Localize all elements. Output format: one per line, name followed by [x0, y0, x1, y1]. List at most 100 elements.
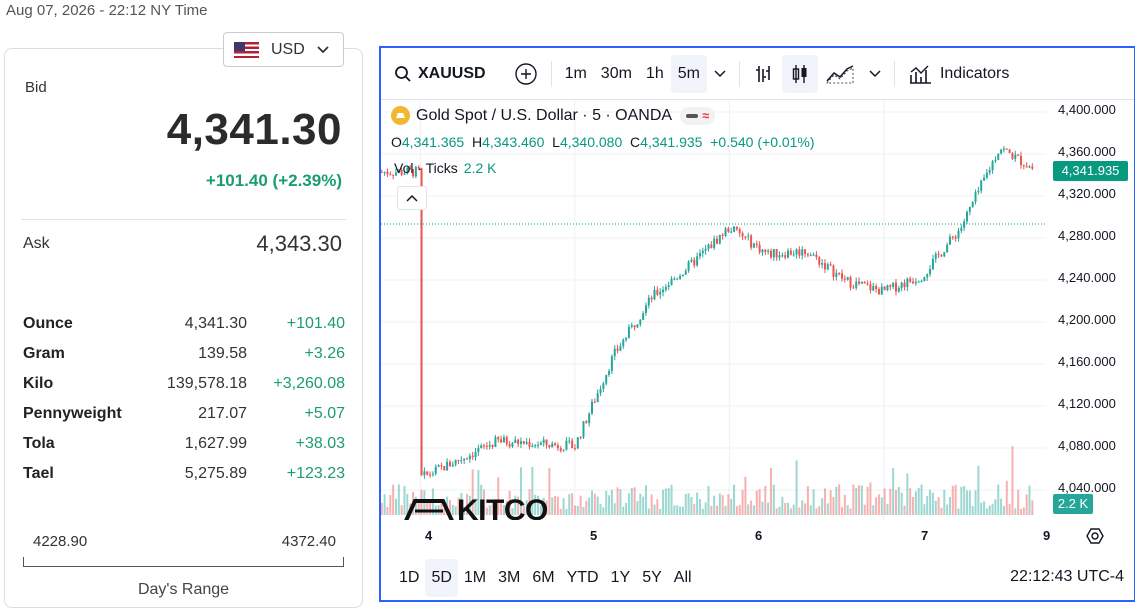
candle-body [741, 233, 744, 237]
volume-bar [929, 489, 932, 515]
volume-bar [483, 489, 486, 515]
range-1d[interactable]: 1D [399, 569, 420, 586]
candle-body [701, 250, 704, 254]
candle-body [900, 282, 903, 289]
settings-icon[interactable] [1085, 526, 1105, 549]
price-tick: 4,400.000 [1058, 102, 1116, 117]
open-value: 4,341.365 [401, 134, 465, 150]
candle-body [619, 346, 622, 351]
candle-body [980, 180, 983, 191]
candle-body [593, 401, 596, 403]
volume-bar [863, 504, 866, 515]
candle-body [778, 255, 781, 258]
range-1y[interactable]: 1Y [610, 569, 631, 586]
volume-bar [605, 490, 608, 515]
volume-bar [491, 501, 494, 515]
volume-bar [877, 494, 880, 515]
unit-row: Kilo 139,578.18 +3,260.08 [23, 369, 345, 399]
symbol-search[interactable]: XAUUSD [387, 55, 493, 93]
indicators-button[interactable]: Indicators [901, 55, 1016, 93]
candle-body [707, 244, 710, 249]
candle-body [659, 292, 662, 295]
volume-bar [914, 491, 917, 515]
candle-body [789, 250, 792, 255]
range-all[interactable]: All [673, 569, 692, 586]
currency-select[interactable]: USD [223, 32, 344, 67]
candle-body [511, 442, 514, 447]
candle-style-button[interactable] [781, 54, 818, 93]
candle-body [466, 458, 469, 460]
unit-name: Kilo [23, 375, 54, 392]
range-5d[interactable]: 5D [425, 559, 458, 597]
candle-body [381, 171, 383, 173]
volume-bar [724, 505, 727, 515]
range-1m[interactable]: 1M [463, 569, 487, 586]
candle-body [642, 313, 645, 320]
area-style-button[interactable] [818, 55, 862, 93]
candle-body [1008, 149, 1011, 153]
candle-body [795, 249, 798, 255]
volume-bar [716, 505, 719, 515]
candle-body [468, 455, 471, 460]
candle-body [389, 174, 392, 176]
candle-body [767, 250, 770, 252]
candle-body [738, 229, 741, 234]
interval-1h[interactable]: 1h [645, 64, 664, 82]
collapse-legend-button[interactable] [397, 186, 427, 210]
volume-bar [889, 488, 892, 515]
range-3m[interactable]: 3M [498, 569, 521, 586]
volume-bar [974, 490, 977, 515]
volume-bar [602, 507, 605, 515]
volume-bar [463, 506, 466, 515]
chart-widget[interactable]: XAUUSD 1m 30m 1h 5m [379, 46, 1135, 602]
chart-toolbar: XAUUSD 1m 30m 1h 5m [381, 48, 1134, 100]
range-ytd[interactable]: YTD [566, 569, 599, 586]
area-chart-icon [825, 63, 855, 85]
volume-bar [1008, 503, 1011, 515]
price-axis[interactable]: 4,400.000 4,360.000 4,320.000 4,280.000 … [1046, 100, 1135, 520]
interval-30m[interactable]: 30m [600, 64, 632, 82]
candle-body [798, 249, 801, 256]
volume-bar [900, 492, 903, 515]
candle-body [403, 173, 406, 175]
high-label: H [471, 134, 483, 150]
interval-1m[interactable]: 1m [564, 64, 587, 82]
high-value: 4,343.460 [482, 134, 545, 150]
volume-bar [440, 503, 443, 515]
chart-type-dropdown[interactable] [862, 55, 888, 93]
volume-bar [852, 484, 855, 515]
candle-body [716, 238, 719, 244]
volume-bar [841, 507, 844, 515]
volume-bar [795, 460, 798, 515]
candle-body [994, 159, 997, 162]
candle-body [457, 459, 460, 461]
volume-bar [761, 501, 764, 515]
bar-style-button[interactable] [746, 55, 782, 93]
candle-body [806, 253, 809, 256]
candle-body [971, 201, 974, 207]
time-axis[interactable]: 4 5 6 7 9 [381, 520, 1135, 550]
chart-legend: Gold Spot / U.S. Dollar · 5 · OANDA ≈ [391, 106, 716, 125]
volume-bar [872, 505, 875, 515]
candle-body [556, 445, 559, 449]
range-6m[interactable]: 6M [532, 569, 555, 586]
candle-body [724, 228, 727, 236]
range-5y[interactable]: 5Y [642, 569, 662, 586]
candle-body [752, 243, 755, 248]
volume-bar [843, 494, 846, 515]
price-chart[interactable]: KITCO [381, 100, 1046, 520]
unit-row: Tola 1,627.99 +38.03 [23, 429, 345, 459]
chart-clock[interactable]: 22:12:43 UTC-4 [1010, 568, 1124, 585]
candle-body [667, 285, 670, 288]
volume-bar [383, 494, 386, 515]
volume-bar [644, 485, 647, 515]
volume-bar [886, 503, 889, 515]
interval-dropdown[interactable] [707, 55, 733, 93]
compare-button[interactable] [507, 55, 545, 93]
interval-5m[interactable]: 5m [670, 54, 707, 93]
volume-bar [735, 506, 738, 515]
volume-bar [471, 469, 474, 515]
unit-name: Gram [23, 345, 65, 362]
legend-toggle[interactable]: ≈ [680, 106, 716, 125]
volume-bar [642, 496, 645, 515]
